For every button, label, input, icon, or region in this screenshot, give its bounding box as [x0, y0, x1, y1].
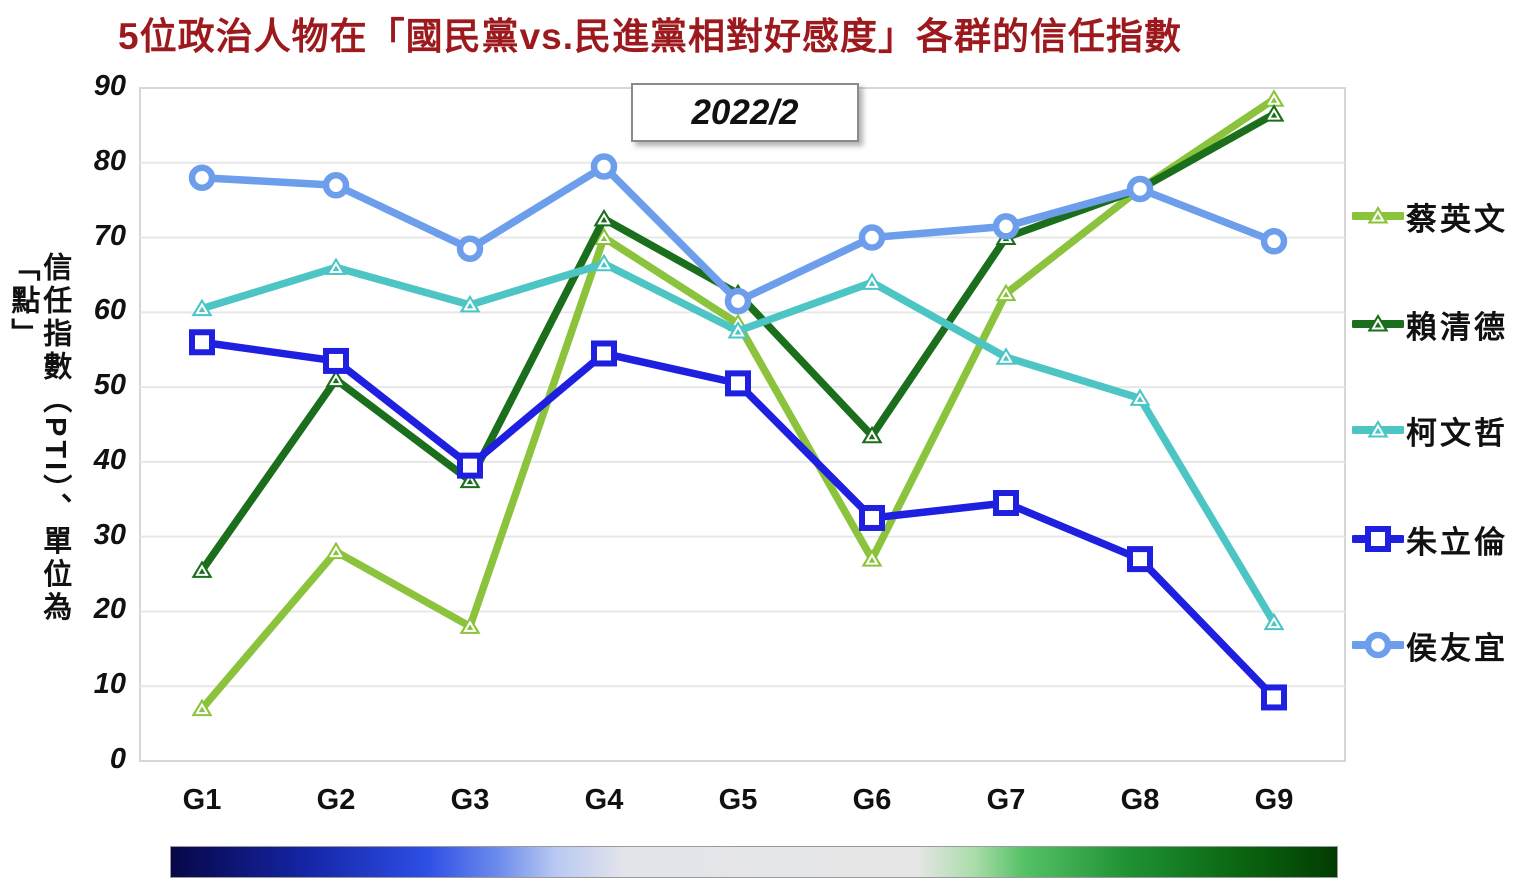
x-tick-label-G4: G4: [584, 784, 624, 816]
marker-triangle-inner: [865, 429, 879, 442]
y-tick-label-80: 80: [93, 144, 126, 177]
legend-marker-triangle-icon: [1352, 206, 1404, 224]
marker-triangle-inner: [329, 545, 343, 558]
x-tick-label-G2: G2: [316, 784, 356, 816]
legend-marker-square-icon: [1352, 526, 1404, 552]
marker-square: [457, 452, 483, 479]
marker-triangle-inner: [1267, 108, 1281, 120]
marker-triangle-inner: [1267, 616, 1281, 629]
legend-item-1: 賴清德: [1352, 294, 1508, 354]
marker-square: [993, 490, 1019, 517]
marker-square: [859, 504, 885, 531]
marker-triangle-inner: [1133, 392, 1147, 404]
marker-triangle-inner: [463, 474, 477, 487]
legend-label: 賴清德: [1406, 309, 1508, 345]
marker-circle: [188, 164, 216, 191]
marker-circle: [456, 235, 484, 263]
y-tick-label-60: 60: [93, 294, 126, 327]
marker-triangle-inner: [1371, 210, 1385, 222]
x-tick-label-G1: G1: [182, 784, 222, 816]
marker-triangle-inner: [195, 702, 209, 715]
marker-circle: [590, 153, 618, 180]
legend-label: 侯友宜: [1406, 630, 1508, 666]
marker-triangle-inner: [463, 298, 477, 311]
legend-label: 柯文哲: [1406, 415, 1508, 451]
x-tick-label-G3: G3: [450, 784, 490, 816]
marker-square: [591, 340, 617, 367]
legend-marker-circle-icon: [1352, 631, 1404, 659]
marker-triangle-inner: [999, 287, 1013, 300]
y-tick-label-30: 30: [93, 518, 126, 551]
y-axis-title: 信任指數（PTI）、單位為「點」: [6, 252, 71, 625]
marker-triangle-inner: [597, 212, 611, 225]
chart-title: 5位政治人物在「國民黨vs.民進黨相對好感度」各群的信任指數: [118, 16, 1183, 57]
legend-item-0: 蔡英文: [1352, 186, 1508, 246]
legend-item-2: 柯文哲: [1352, 400, 1508, 460]
legend-marker-triangle-icon: [1352, 420, 1404, 438]
marker-circle: [992, 213, 1020, 240]
marker-square: [1261, 684, 1287, 711]
marker-circle: [1260, 228, 1288, 255]
marker-circle: [322, 171, 350, 199]
marker-triangle-inner: [1371, 424, 1385, 436]
marker-triangle-inner: [597, 231, 611, 244]
marker-triangle-inner: [329, 373, 343, 386]
legend-label: 朱立倫: [1406, 524, 1508, 560]
period-label: 2022/2: [691, 92, 799, 132]
y-tick-label-0: 0: [109, 743, 126, 776]
marker-triangle-inner: [1267, 93, 1281, 105]
marker-circle: [724, 287, 752, 315]
x-tick-label-G9: G9: [1254, 784, 1294, 816]
party-affinity-gradient-bar: [170, 846, 1338, 878]
marker-triangle-inner: [463, 620, 477, 632]
legend-label: 蔡英文: [1406, 201, 1508, 237]
legend-item-3: 朱立倫: [1352, 509, 1508, 569]
marker-circle: [858, 224, 886, 251]
legend-item-4: 侯友宜: [1352, 615, 1508, 675]
marker-triangle-inner: [1371, 318, 1385, 330]
marker-triangle-inner: [865, 276, 879, 288]
x-tick-label-G6: G6: [852, 784, 892, 816]
marker-triangle-inner: [865, 553, 879, 565]
y-tick-label-20: 20: [93, 593, 126, 626]
legend-marker-triangle-icon: [1352, 314, 1404, 332]
x-tick-label-G7: G7: [986, 784, 1026, 816]
marker-circle: [1364, 631, 1392, 659]
plot-area: [139, 87, 1346, 762]
y-tick-label-10: 10: [93, 668, 126, 701]
x-tick-label-G8: G8: [1120, 784, 1160, 816]
marker-square: [725, 370, 751, 397]
marker-triangle-inner: [999, 351, 1013, 363]
y-tick-label-50: 50: [93, 369, 126, 402]
marker-square: [1365, 526, 1391, 552]
marker-triangle-inner: [329, 261, 343, 273]
marker-triangle-inner: [597, 257, 611, 270]
y-tick-label-90: 90: [93, 70, 126, 103]
marker-square: [1127, 546, 1153, 573]
marker-triangle-inner: [195, 564, 209, 576]
period-label-box: 2022/2: [631, 83, 859, 142]
marker-square: [189, 329, 215, 356]
y-tick-label-70: 70: [93, 219, 126, 252]
marker-triangle-inner: [731, 325, 745, 337]
marker-circle: [1126, 175, 1154, 203]
marker-square: [323, 347, 349, 374]
marker-triangle-inner: [195, 302, 209, 315]
y-tick-label-40: 40: [93, 444, 126, 477]
x-tick-label-G5: G5: [718, 784, 758, 816]
